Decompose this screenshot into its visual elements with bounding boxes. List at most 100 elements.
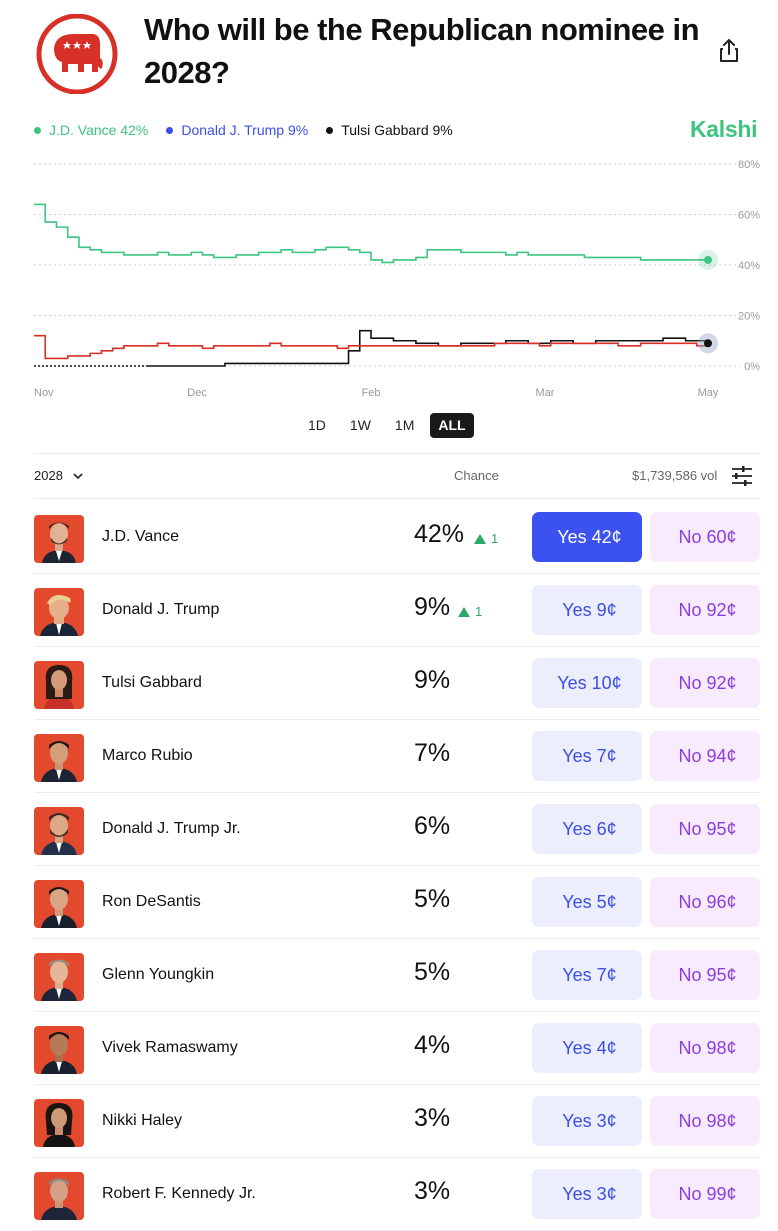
no-button[interactable]: No 98¢ — [650, 1023, 760, 1073]
divider — [34, 498, 760, 499]
no-label: No — [678, 672, 702, 693]
no-label: No — [678, 1110, 702, 1131]
table-row[interactable]: Robert F. Kennedy Jr. 3% Yes 3¢ No 99¢ — [34, 1157, 760, 1231]
yes-label: Yes — [562, 1183, 592, 1204]
no-button[interactable]: No 95¢ — [650, 804, 760, 854]
table-row[interactable]: Glenn Youngkin 5% Yes 7¢ No 95¢ — [34, 938, 760, 1012]
year-label: 2028 — [34, 468, 63, 483]
table-header: 2028 Chance $1,739,586 vol — [34, 462, 760, 490]
change-indicator: 1 — [458, 604, 482, 619]
table-row[interactable]: Vivek Ramaswamy 4% Yes 4¢ No 98¢ — [34, 1011, 760, 1085]
no-price: 95¢ — [706, 818, 737, 839]
table-row[interactable]: Donald J. Trump Jr. 6% Yes 6¢ No 95¢ — [34, 792, 760, 866]
range-all-button[interactable]: ALL — [430, 413, 474, 438]
y-tick-label: 0% — [744, 361, 760, 373]
chance-value: 42% — [414, 520, 465, 548]
table-row[interactable]: Marco Rubio 7% Yes 7¢ No 94¢ — [34, 719, 760, 793]
yes-label: Yes — [557, 526, 587, 547]
no-button[interactable]: No 95¢ — [650, 950, 760, 1000]
yes-button[interactable]: Yes 5¢ — [532, 877, 642, 927]
no-button[interactable]: No 92¢ — [650, 658, 760, 708]
x-tick-label: Dec — [187, 387, 207, 399]
x-tick-label: May — [698, 387, 719, 399]
avatar — [34, 661, 84, 709]
no-label: No — [678, 745, 702, 766]
legend-dot — [34, 126, 41, 134]
no-button[interactable]: No 92¢ — [650, 585, 760, 635]
yes-button[interactable]: Yes 9¢ — [532, 585, 642, 635]
no-price: 99¢ — [706, 1183, 737, 1204]
chance-value: 6% — [414, 812, 451, 840]
year-dropdown[interactable]: 2028 — [34, 468, 83, 483]
yes-price: 5¢ — [596, 891, 617, 912]
avatar — [34, 953, 84, 1001]
avatar — [34, 588, 84, 636]
no-button[interactable]: No 94¢ — [650, 731, 760, 781]
series-line-trump — [34, 334, 709, 360]
chevron-down-icon — [73, 472, 83, 479]
yes-button[interactable]: Yes 3¢ — [532, 1096, 642, 1146]
no-button[interactable]: No 98¢ — [650, 1096, 760, 1146]
no-button[interactable]: No 60¢ — [650, 512, 760, 562]
legend-label: J.D. Vance 42% — [49, 122, 149, 138]
legend-label: Donald J. Trump 9% — [181, 122, 309, 138]
table-row[interactable]: J.D. Vance 42% 1 Yes 42¢ No 60¢ — [34, 500, 760, 574]
yes-button[interactable]: Yes 7¢ — [532, 950, 642, 1000]
yes-price: 9¢ — [596, 599, 617, 620]
price-history-chart: 80% 60% 40% 20% 0% Nov Dec Feb Mar May — [34, 159, 760, 399]
legend-item-vance: J.D. Vance 42% — [34, 122, 148, 138]
republican-elephant-logo — [36, 14, 118, 94]
candidate-name: Donald J. Trump — [102, 601, 220, 618]
chance-value: 9% — [414, 666, 451, 694]
kalshi-logo: Kalshi — [690, 116, 758, 142]
yes-label: Yes — [562, 891, 592, 912]
yes-button[interactable]: Yes 6¢ — [532, 804, 642, 854]
yes-price: 6¢ — [596, 818, 617, 839]
yes-button[interactable]: Yes 42¢ — [532, 512, 642, 562]
end-marker-vance — [704, 255, 712, 264]
end-marker-gabbard — [704, 339, 712, 348]
yes-price: 7¢ — [596, 964, 617, 985]
yes-button[interactable]: Yes 10¢ — [532, 658, 642, 708]
no-price: 98¢ — [706, 1110, 737, 1131]
no-price: 60¢ — [706, 526, 737, 547]
candidate-name: Ron DeSantis — [102, 893, 201, 910]
avatar — [34, 1026, 84, 1074]
yes-button[interactable]: Yes 3¢ — [532, 1169, 642, 1219]
yes-price: 3¢ — [596, 1110, 617, 1131]
candidate-name: J.D. Vance — [102, 528, 180, 545]
table-row[interactable]: Nikki Haley 3% Yes 3¢ No 98¢ — [34, 1084, 760, 1158]
table-row[interactable]: Donald J. Trump 9% 1 Yes 9¢ No 92¢ — [34, 573, 760, 647]
range-1w-button[interactable]: 1W — [349, 417, 371, 433]
avatar — [34, 880, 84, 928]
change-value: 1 — [475, 604, 483, 619]
chance-value: 9% — [414, 593, 451, 621]
no-button[interactable]: No 96¢ — [650, 877, 760, 927]
yes-button[interactable]: Yes 7¢ — [532, 731, 642, 781]
no-label: No — [678, 599, 702, 620]
yes-label: Yes — [562, 1037, 592, 1058]
filter-sliders-icon[interactable] — [730, 464, 754, 488]
legend-dot — [326, 126, 334, 134]
divider — [34, 453, 760, 454]
no-label: No — [678, 1183, 702, 1204]
no-price: 98¢ — [706, 1037, 737, 1058]
share-icon[interactable] — [714, 36, 744, 66]
table-row[interactable]: Ron DeSantis 5% Yes 5¢ No 96¢ — [34, 865, 760, 939]
chance-value: 7% — [414, 739, 451, 767]
no-label: No — [678, 526, 702, 547]
chance-value: 3% — [414, 1104, 451, 1132]
no-button[interactable]: No 99¢ — [650, 1169, 760, 1219]
table-row[interactable]: Tulsi Gabbard 9% Yes 10¢ No 92¢ — [34, 646, 760, 720]
legend-label: Tulsi Gabbard 9% — [341, 122, 453, 138]
series-line-vance — [34, 203, 708, 264]
yes-price: 7¢ — [596, 745, 617, 766]
candidate-name: Nikki Haley — [102, 1112, 183, 1129]
range-selector: 1D 1W 1M ALL — [300, 413, 474, 438]
range-1d-button[interactable]: 1D — [308, 417, 326, 433]
yes-button[interactable]: Yes 4¢ — [532, 1023, 642, 1073]
candidate-name: Tulsi Gabbard — [102, 674, 202, 691]
yes-label: Yes — [562, 745, 592, 766]
range-1m-button[interactable]: 1M — [394, 417, 415, 433]
no-label: No — [678, 964, 702, 985]
